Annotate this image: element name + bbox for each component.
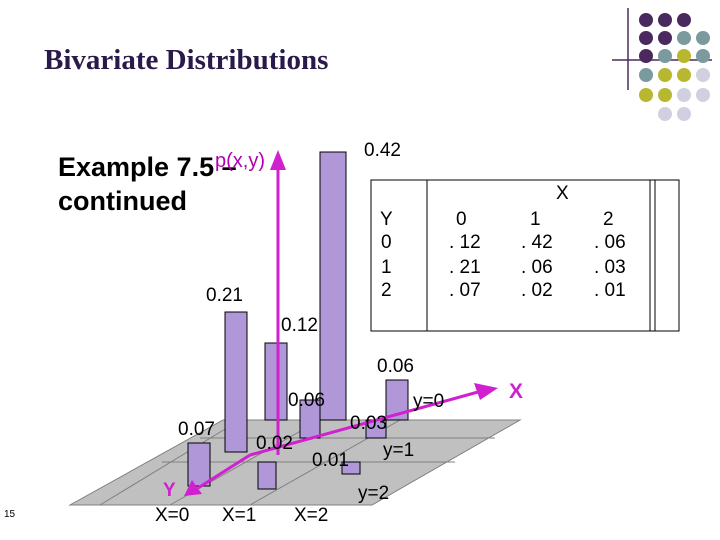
bar-x0-y1 bbox=[224, 311, 248, 453]
bar-label-001: 0.01 bbox=[312, 450, 349, 471]
table-y-value-2: 2 bbox=[381, 280, 392, 301]
x-axis-arrow bbox=[249, 390, 479, 457]
y-axis-label: Y bbox=[163, 480, 176, 501]
y-axis-arrow bbox=[197, 453, 251, 490]
page-number: 15 bbox=[4, 509, 16, 520]
axis-label-x1: X=1 bbox=[222, 505, 257, 526]
axis-label-y1: y=1 bbox=[383, 440, 415, 461]
x-axis-label: X bbox=[509, 380, 524, 403]
decorative-dot-grid bbox=[612, 8, 712, 121]
plane-grid bbox=[99, 419, 495, 506]
bar-label-042: 0.42 bbox=[364, 140, 401, 161]
bar-x2-y2 bbox=[341, 461, 361, 475]
probability-table bbox=[370, 179, 680, 332]
bar-label-007: 0.07 bbox=[178, 419, 215, 440]
table-cell: . 21 bbox=[449, 257, 481, 278]
example-line-2: continued bbox=[58, 186, 187, 216]
table-x-value-1: 1 bbox=[530, 209, 541, 230]
table-cell: . 06 bbox=[594, 232, 626, 253]
table-y-value-0: 0 bbox=[381, 232, 392, 253]
table-cell: . 02 bbox=[521, 280, 553, 301]
slide-title: Bivariate Distributions bbox=[44, 44, 329, 76]
bar-x1-y2 bbox=[257, 461, 277, 490]
table-x-header: X bbox=[556, 183, 569, 204]
bar-x1-y0 bbox=[319, 151, 347, 421]
table-cell: . 12 bbox=[449, 232, 481, 253]
bar-label-003: 0.03 bbox=[350, 413, 387, 434]
bar-label-006a: 0.06 bbox=[377, 356, 414, 377]
table-y-header: Y bbox=[380, 209, 393, 230]
bar-x2-y0 bbox=[385, 379, 409, 421]
table-cell: . 01 bbox=[594, 280, 626, 301]
pxy-label: p(x,y) bbox=[215, 150, 265, 172]
table-x-value-0: 0 bbox=[456, 209, 467, 230]
bar-label-012: 0.12 bbox=[281, 315, 318, 336]
bar-label-006b: 0.06 bbox=[288, 390, 325, 411]
bar-x0-y2 bbox=[187, 442, 211, 487]
table-cell: . 03 bbox=[594, 257, 626, 278]
axis-label-x0: X=0 bbox=[155, 505, 190, 526]
bars bbox=[187, 151, 409, 490]
table-cell: . 42 bbox=[521, 232, 553, 253]
bar-label-021: 0.21 bbox=[206, 285, 243, 306]
table-cell: . 06 bbox=[521, 257, 553, 278]
table-cell: . 07 bbox=[449, 280, 481, 301]
axis-label-y2: y=2 bbox=[358, 483, 390, 504]
table-y-value-1: 1 bbox=[381, 257, 392, 278]
table-x-value-2: 2 bbox=[603, 209, 614, 230]
axis-label-y0: y=0 bbox=[413, 391, 445, 412]
axis-label-x2: X=2 bbox=[294, 505, 329, 526]
bar-label-002: 0.02 bbox=[256, 433, 293, 454]
bar-x0-y0 bbox=[264, 342, 288, 421]
example-line-1: Example 7.5 – bbox=[58, 152, 237, 182]
axis-arrows bbox=[184, 150, 498, 496]
example-heading: Example 7.5 – continued bbox=[58, 150, 237, 218]
